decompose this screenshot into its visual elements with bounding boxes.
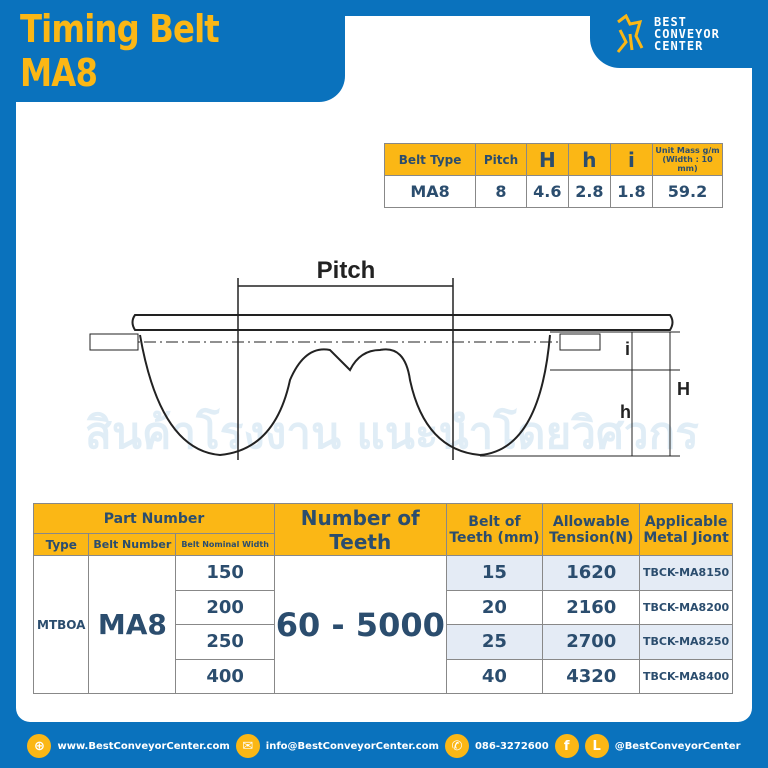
tension-cell: 4320 [542,658,641,694]
belt-teeth-cell: 15 [445,555,544,591]
joint-header: Applicable Metal Jiont [639,503,733,556]
H-label: H [677,379,690,399]
part-number-table: Part Number Number of Teeth Belt of Teet… [32,503,733,694]
spec-cell: 59.2 [652,175,723,208]
i-label: i [625,339,630,359]
belt-number-header: Belt Number [88,533,177,556]
belt-number-cell: MA8 [88,555,177,694]
logo-line: CENTER [654,39,704,53]
spec-cell: 8 [475,175,527,208]
phone-icon: ✆ [444,734,469,758]
teeth-cell: 60 - 5000 [274,555,447,694]
joint-cell: TBCK-MA8250 [639,624,733,660]
spec-header: h [567,143,611,176]
joint-cell: TBCK-MA8150 [639,555,733,591]
width-cell: 200 [175,589,276,625]
width-cell: 150 [175,555,276,591]
watermark: สินค้าโรงงาน แนะนำโดยวิศวกร [85,408,699,459]
logo-line: BEST [654,15,687,29]
width-cell: 250 [175,624,276,660]
teeth-header: Number of Teeth [274,503,447,556]
line-icon[interactable]: L [584,734,609,758]
logo: BEST CONVEYOR CENTER [590,0,768,68]
spec-header: i [609,143,654,176]
type-header: Type [32,533,90,556]
joint-cell: TBCK-MA8200 [639,589,733,625]
width-cell: 400 [175,658,276,694]
tension-cell: 2700 [542,624,641,660]
page-title: Timing Belt MA8 [20,7,220,95]
phone-number[interactable]: 086-3272600 [474,740,549,752]
spec-header: Belt Type [383,143,477,176]
website-link[interactable]: www.BestConveyorCenter.com [57,740,230,752]
globe-icon: ⊕ [27,734,52,758]
belt-teeth-cell: 25 [445,624,544,660]
belt-teeth-header: Belt of Teeth (mm) [445,503,544,556]
spec-table: Belt Type Pitch H h i Unit Mass g/m (Wid… [383,143,723,208]
mail-icon: ✉ [235,734,260,758]
belt-teeth-cell: 20 [445,589,544,625]
spec-header: H [525,143,569,176]
tension-cell: 2160 [542,589,641,625]
social-handle[interactable]: @BestConveyorCenter [614,740,741,752]
type-cell: MTBOA [32,555,90,694]
tension-header: Allowable Tension(N) [542,503,641,556]
logo-line: CONVEYOR [654,27,720,41]
spec-header: Pitch [475,143,527,176]
spec-header: Unit Mass g/m (Width : 10 mm) [652,143,723,176]
tension-cell: 1620 [542,555,641,591]
spec-cell: MA8 [383,175,477,208]
title-tab: Timing Belt MA8 [0,0,345,102]
belt-profile-diagram: Pitch i h H [89,257,690,460]
width-header: Belt Nominal Width [175,533,276,556]
spec-cell: 4.6 [525,175,569,208]
email-link[interactable]: info@BestConveyorCenter.com [265,740,439,752]
footer: ⊕ www.BestConveyorCenter.com ✉ info@Best… [0,724,768,768]
h-label: h [620,402,631,422]
spec-cell: 1.8 [609,175,654,208]
part-number-header: Part Number [32,503,276,534]
facebook-icon[interactable]: f [554,734,579,758]
pitch-label: Pitch [317,257,376,284]
logo-horse-icon [616,14,644,53]
spec-cell: 2.8 [567,175,611,208]
belt-teeth-cell: 40 [445,658,544,694]
joint-cell: TBCK-MA8400 [639,658,733,694]
